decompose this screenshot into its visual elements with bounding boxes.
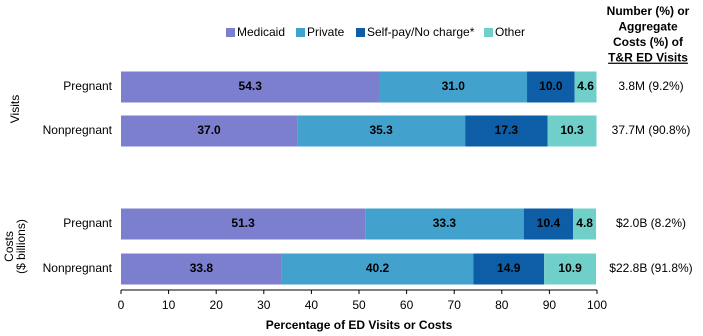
- group-label: Visits: [8, 95, 22, 123]
- right-header: T&R ED Visits: [608, 51, 688, 65]
- category-label: Nonpregnant: [43, 123, 113, 137]
- value-label: 10.0: [539, 79, 563, 93]
- right-label: $22.8B (91.8%): [609, 261, 692, 275]
- value-label: 51.3: [231, 216, 255, 230]
- value-label: 33.3: [433, 216, 457, 230]
- value-label: 40.2: [366, 261, 390, 275]
- right-label: 3.8M (9.2%): [618, 79, 683, 93]
- right-header: Number (%) or: [607, 4, 690, 18]
- legend-label: Other: [495, 25, 525, 39]
- bar-segment: [379, 71, 528, 103]
- category-label: Pregnant: [63, 79, 112, 93]
- value-label: 4.8: [576, 216, 593, 230]
- right-label: $2.0B (8.2%): [616, 216, 686, 230]
- bar-segment: [573, 208, 597, 240]
- legend-swatch: [356, 28, 365, 37]
- value-label: 17.3: [495, 123, 519, 137]
- right-label: 37.7M (90.8%): [612, 123, 691, 137]
- bar-segment: [297, 115, 466, 147]
- x-tick-label: 40: [305, 298, 319, 312]
- bar-segment: [547, 115, 597, 147]
- x-tick-label: 70: [448, 298, 462, 312]
- bar-segment: [121, 208, 366, 240]
- bar-segment: [523, 208, 574, 240]
- legend-label: Self-pay/No charge*: [367, 25, 475, 39]
- group-label: Costs: [2, 231, 16, 262]
- x-tick-label: 50: [352, 298, 366, 312]
- legend-label: Private: [307, 25, 345, 39]
- value-label: 54.3: [239, 79, 263, 93]
- x-tick-label: 10: [162, 298, 176, 312]
- x-tick-label: 20: [210, 298, 224, 312]
- bar-segment: [527, 71, 575, 103]
- value-label: 37.0: [197, 123, 221, 137]
- category-label: Pregnant: [63, 216, 112, 230]
- x-tick-label: 80: [495, 298, 509, 312]
- category-label: Nonpregnant: [43, 261, 113, 275]
- value-label: 31.0: [442, 79, 466, 93]
- value-label: 10.9: [558, 261, 582, 275]
- legend-swatch: [296, 28, 305, 37]
- bar-segment: [544, 253, 597, 285]
- right-header: Costs (%) of: [613, 35, 684, 49]
- x-tick-label: 100: [587, 298, 607, 312]
- bar-segment: [121, 253, 282, 285]
- value-label: 10.4: [537, 216, 561, 230]
- bar-segment: [121, 71, 380, 103]
- legend-swatch: [484, 28, 493, 37]
- value-label: 4.6: [577, 79, 594, 93]
- legend-swatch: [226, 28, 235, 37]
- x-tick-label: 60: [400, 298, 414, 312]
- bar-segment: [465, 115, 548, 147]
- value-label: 10.3: [560, 123, 584, 137]
- bar-segment: [121, 115, 298, 147]
- bar-segment: [365, 208, 524, 240]
- bar-segment: [473, 253, 545, 285]
- x-tick-label: 90: [543, 298, 557, 312]
- x-axis-title: Percentage of ED Visits or Costs: [266, 318, 453, 332]
- right-header: Aggregate: [618, 20, 678, 34]
- legend-label: Medicaid: [237, 25, 285, 39]
- group-label: ($ billions): [14, 219, 28, 274]
- value-label: 33.8: [190, 261, 214, 275]
- bar-segment: [281, 253, 474, 285]
- bar-segment: [574, 71, 597, 103]
- x-tick-label: 30: [257, 298, 271, 312]
- value-label: 14.9: [497, 261, 521, 275]
- value-label: 35.3: [369, 123, 393, 137]
- x-tick-label: 0: [118, 298, 125, 312]
